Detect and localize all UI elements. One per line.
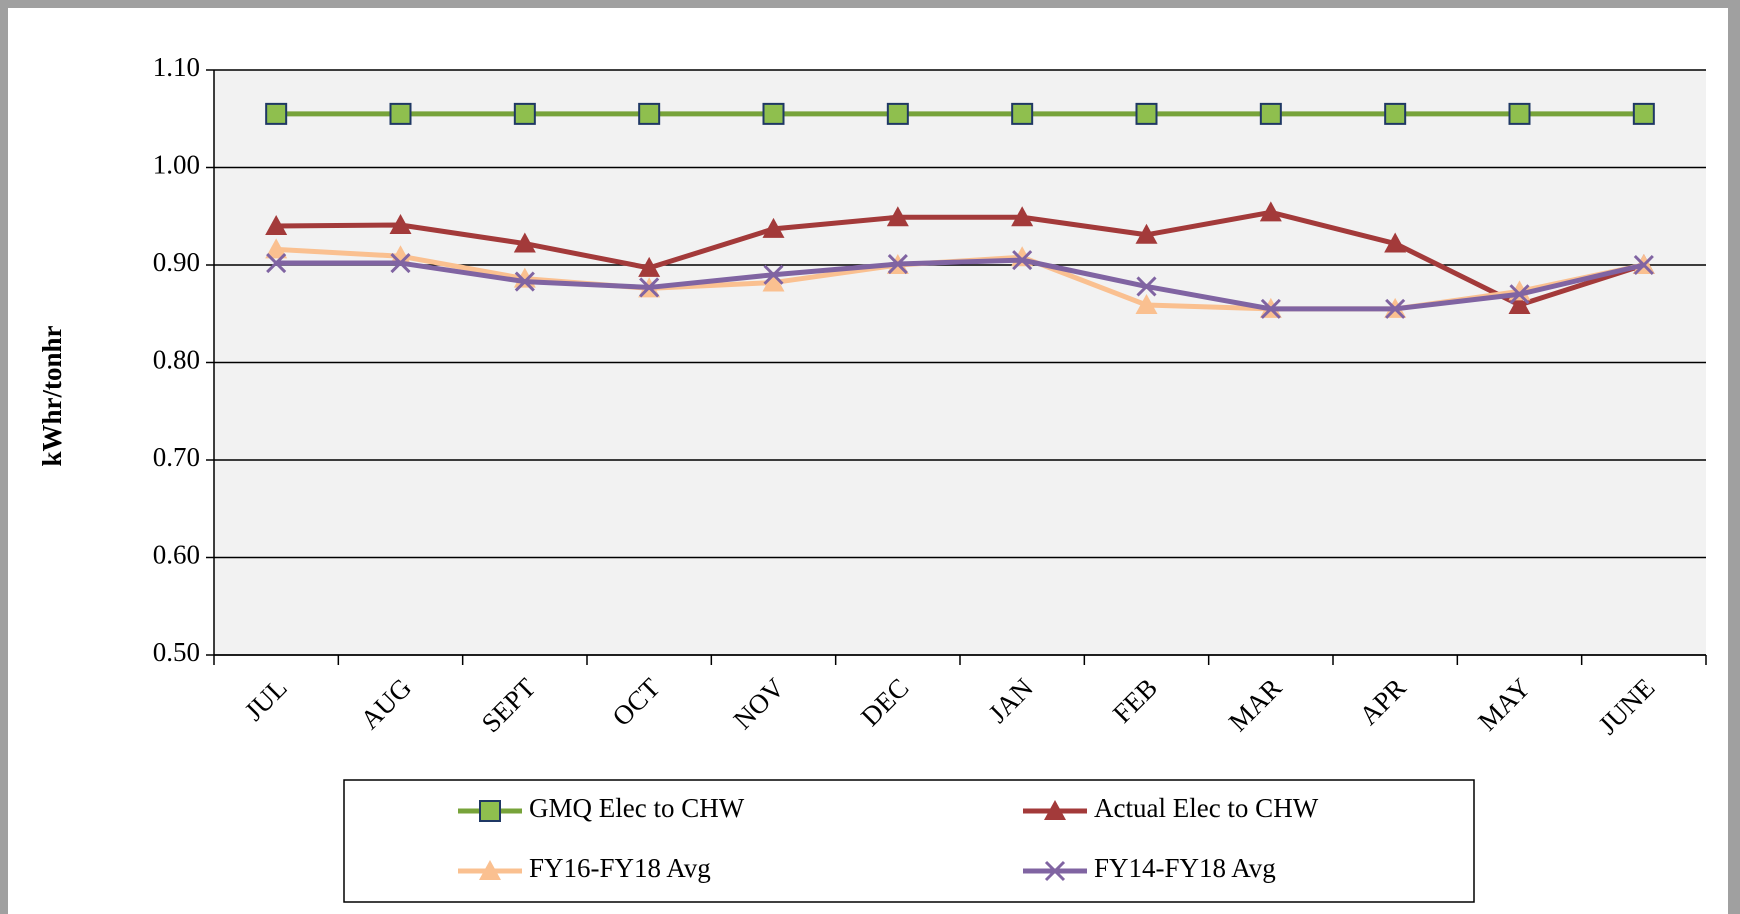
marker bbox=[1384, 102, 1407, 125]
y-tick-label: 0.90 bbox=[153, 247, 200, 277]
marker bbox=[1633, 254, 1654, 276]
marker bbox=[1508, 293, 1531, 314]
marker bbox=[762, 102, 785, 125]
marker bbox=[389, 245, 412, 266]
marker bbox=[1632, 102, 1655, 125]
legend-label: FY16-FY18 Avg bbox=[529, 853, 711, 883]
y-axis-label: kWhr/tonhr bbox=[37, 325, 67, 466]
marker bbox=[1135, 223, 1158, 244]
marker bbox=[1012, 250, 1033, 271]
legend-label: GMQ Elec to CHW bbox=[529, 793, 745, 823]
marker bbox=[513, 232, 536, 253]
marker bbox=[1135, 293, 1158, 314]
marker bbox=[638, 256, 661, 277]
y-tick-label: 0.50 bbox=[153, 637, 200, 667]
y-tick-label: 0.80 bbox=[153, 345, 200, 375]
marker bbox=[886, 206, 909, 227]
marker bbox=[266, 252, 287, 274]
marker bbox=[514, 271, 535, 292]
y-tick-label: 0.70 bbox=[153, 442, 200, 472]
marker bbox=[265, 102, 288, 125]
y-tick-label: 0.60 bbox=[153, 540, 200, 570]
marker bbox=[389, 102, 412, 125]
marker bbox=[1044, 800, 1066, 820]
marker bbox=[1044, 860, 1066, 882]
marker bbox=[1260, 298, 1281, 319]
marker bbox=[479, 860, 501, 880]
marker bbox=[265, 215, 288, 235]
marker bbox=[886, 102, 909, 125]
marker bbox=[1384, 232, 1407, 253]
marker bbox=[1011, 102, 1034, 125]
marker bbox=[1385, 298, 1406, 319]
legend-label: Actual Elec to CHW bbox=[1094, 793, 1319, 823]
marker bbox=[1259, 102, 1282, 125]
marker bbox=[639, 277, 660, 298]
series-line bbox=[276, 209, 1645, 308]
marker bbox=[1135, 102, 1158, 125]
y-tick-label: 1.00 bbox=[153, 150, 200, 180]
marker bbox=[479, 800, 501, 822]
marker bbox=[265, 238, 288, 259]
marker bbox=[1011, 206, 1034, 227]
marker bbox=[638, 102, 661, 125]
marker bbox=[390, 252, 411, 274]
marker bbox=[1509, 284, 1530, 305]
marker bbox=[513, 102, 536, 125]
marker bbox=[1259, 201, 1282, 222]
marker bbox=[1508, 102, 1531, 125]
marker bbox=[1136, 276, 1157, 297]
marker bbox=[762, 217, 785, 238]
y-tick-label: 1.10 bbox=[153, 52, 200, 82]
marker bbox=[389, 214, 412, 235]
marker bbox=[762, 271, 785, 292]
series-line bbox=[276, 257, 1645, 312]
marker bbox=[763, 264, 784, 285]
legend-box bbox=[343, 779, 1475, 903]
marker bbox=[887, 253, 908, 275]
legend-label: FY14-FY18 Avg bbox=[1094, 853, 1276, 883]
